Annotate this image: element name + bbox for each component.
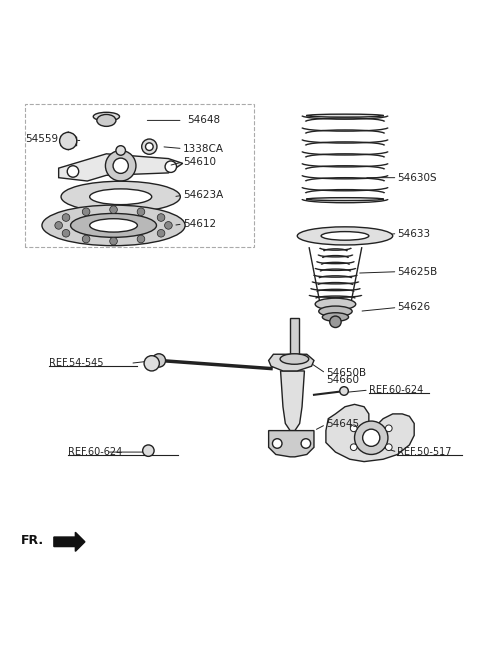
Circle shape bbox=[157, 214, 165, 221]
Ellipse shape bbox=[280, 354, 309, 364]
Text: 54626: 54626 bbox=[397, 302, 431, 312]
Ellipse shape bbox=[323, 313, 348, 321]
Text: 54625B: 54625B bbox=[397, 267, 438, 277]
Circle shape bbox=[355, 421, 388, 455]
Circle shape bbox=[67, 166, 79, 177]
Polygon shape bbox=[281, 371, 304, 430]
Polygon shape bbox=[269, 354, 314, 371]
Text: 54623A: 54623A bbox=[183, 190, 223, 200]
Circle shape bbox=[152, 354, 166, 367]
Circle shape bbox=[106, 150, 136, 181]
Circle shape bbox=[273, 439, 282, 448]
Circle shape bbox=[145, 143, 153, 150]
Text: 54660: 54660 bbox=[326, 375, 359, 384]
Ellipse shape bbox=[93, 112, 120, 121]
Circle shape bbox=[330, 316, 341, 327]
Ellipse shape bbox=[321, 232, 369, 240]
Circle shape bbox=[62, 214, 70, 221]
Circle shape bbox=[363, 429, 380, 446]
Text: 1338CA: 1338CA bbox=[183, 144, 224, 154]
Circle shape bbox=[385, 444, 392, 451]
Text: 54559: 54559 bbox=[25, 134, 59, 144]
Polygon shape bbox=[269, 430, 314, 457]
Ellipse shape bbox=[71, 213, 156, 237]
Text: 54630S: 54630S bbox=[397, 173, 437, 182]
Ellipse shape bbox=[42, 205, 185, 246]
Polygon shape bbox=[59, 154, 183, 181]
Circle shape bbox=[113, 158, 128, 173]
Circle shape bbox=[82, 208, 90, 216]
Text: 54610: 54610 bbox=[183, 157, 216, 167]
Ellipse shape bbox=[90, 218, 137, 232]
Text: FR.: FR. bbox=[21, 534, 44, 547]
Ellipse shape bbox=[319, 306, 352, 317]
Circle shape bbox=[144, 356, 159, 371]
Ellipse shape bbox=[297, 227, 393, 245]
Bar bbox=[290, 318, 299, 357]
Ellipse shape bbox=[315, 298, 356, 310]
Ellipse shape bbox=[97, 114, 116, 127]
Polygon shape bbox=[54, 532, 85, 551]
Text: REF.60-624: REF.60-624 bbox=[369, 385, 423, 395]
Text: 54612: 54612 bbox=[183, 219, 216, 229]
Ellipse shape bbox=[61, 181, 180, 213]
Circle shape bbox=[116, 146, 125, 155]
Text: 54650B: 54650B bbox=[326, 368, 366, 379]
Ellipse shape bbox=[306, 114, 384, 117]
Polygon shape bbox=[326, 404, 414, 462]
Text: 54633: 54633 bbox=[397, 228, 431, 239]
Circle shape bbox=[165, 161, 177, 173]
Circle shape bbox=[137, 236, 145, 243]
Ellipse shape bbox=[306, 197, 384, 201]
Circle shape bbox=[350, 425, 357, 432]
Circle shape bbox=[301, 439, 311, 448]
Text: 54648: 54648 bbox=[188, 115, 221, 125]
Circle shape bbox=[143, 445, 154, 457]
Ellipse shape bbox=[90, 189, 152, 205]
Circle shape bbox=[385, 425, 392, 432]
Circle shape bbox=[157, 230, 165, 237]
Text: REF.50-517: REF.50-517 bbox=[397, 447, 452, 457]
Text: REF.60-624: REF.60-624 bbox=[68, 447, 122, 457]
Circle shape bbox=[340, 386, 348, 396]
Circle shape bbox=[110, 237, 117, 245]
Circle shape bbox=[350, 444, 357, 451]
Circle shape bbox=[165, 222, 172, 229]
Circle shape bbox=[142, 139, 157, 154]
Text: 54645: 54645 bbox=[326, 419, 359, 430]
Circle shape bbox=[62, 230, 70, 237]
Circle shape bbox=[137, 208, 145, 216]
Circle shape bbox=[110, 206, 117, 213]
Circle shape bbox=[55, 222, 62, 229]
Text: REF.54-545: REF.54-545 bbox=[49, 358, 104, 368]
Circle shape bbox=[60, 133, 77, 150]
Circle shape bbox=[82, 236, 90, 243]
